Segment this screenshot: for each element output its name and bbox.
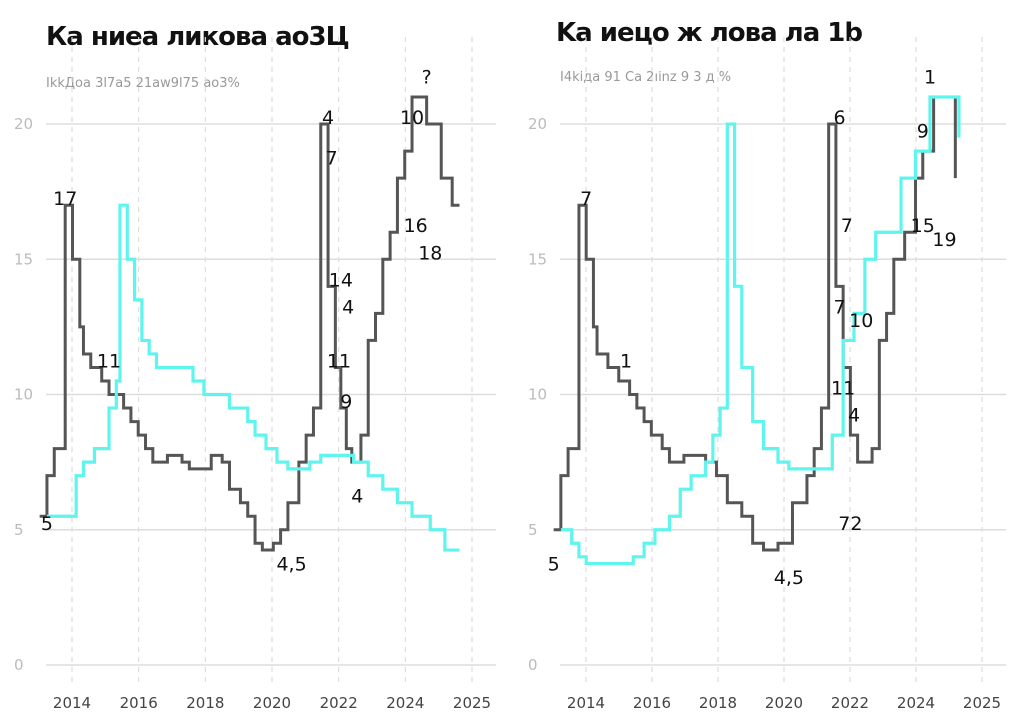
y-tick-label: 10 <box>528 386 547 404</box>
data-label: 7 <box>580 188 592 210</box>
data-label: 72 <box>838 513 862 535</box>
x-tick-label: 2016 <box>633 694 671 712</box>
data-label: 4,5 <box>276 553 306 575</box>
y-tick-label: 5 <box>528 521 538 539</box>
series-line-1 <box>560 95 961 566</box>
data-label: ? <box>422 66 432 88</box>
x-tick-label: 2016 <box>120 694 158 712</box>
x-tick-label: 2018 <box>186 694 224 712</box>
data-label: 10 <box>849 310 873 332</box>
data-label: 11 <box>831 378 855 400</box>
data-label: 10 <box>400 107 424 129</box>
x-tick-label: 2024 <box>386 694 424 712</box>
data-label: 11 <box>97 350 121 372</box>
data-label: 19 <box>932 229 956 251</box>
y-tick-label: 0 <box>528 656 538 674</box>
x-tick-label: 2020 <box>765 694 803 712</box>
chart-1-subtitle: IkkДoa 3l7a5 21aw9l75 ao3% <box>46 76 240 91</box>
series-line-0 <box>39 95 460 552</box>
data-label: 11 <box>327 350 351 372</box>
x-tick-label: 2018 <box>699 694 737 712</box>
data-label: 4,5 <box>774 567 804 589</box>
x-tick-label: 2022 <box>320 694 358 712</box>
data-label: 5 <box>41 513 53 535</box>
data-label: 9 <box>917 121 929 143</box>
series-line-0 <box>553 95 957 552</box>
data-label: 15 <box>911 215 935 237</box>
data-label: 1 <box>924 66 936 88</box>
y-tick-label: 20 <box>528 115 547 133</box>
y-tick-label: 20 <box>14 115 33 133</box>
data-label: 7 <box>326 148 338 170</box>
chart-2-title: Ka иeцo ж ловa ла 1b <box>556 18 863 48</box>
x-tick-label: 2014 <box>567 694 605 712</box>
series-line-1 <box>46 203 460 552</box>
data-label: 5 <box>548 553 560 575</box>
data-label: 4 <box>351 486 363 508</box>
data-label: 7 <box>841 215 853 237</box>
x-tick-label: 2025 <box>963 694 1001 712</box>
data-label: 4 <box>322 107 334 129</box>
data-label: 17 <box>53 188 77 210</box>
y-tick-label: 15 <box>528 250 547 268</box>
data-label: 9 <box>340 391 352 413</box>
y-tick-label: 10 <box>14 386 33 404</box>
data-label: 14 <box>329 269 353 291</box>
data-label: 18 <box>418 242 442 264</box>
x-tick-label: 2024 <box>897 694 935 712</box>
x-tick-label: 2020 <box>253 694 291 712</box>
x-tick-label: 2022 <box>831 694 869 712</box>
data-label: 4 <box>342 296 354 318</box>
x-tick-label: 2014 <box>53 694 91 712</box>
data-label: 16 <box>404 215 428 237</box>
data-label: 7 <box>833 296 845 318</box>
data-label: 1 <box>620 350 632 372</box>
y-tick-label: 15 <box>14 250 33 268</box>
data-label: 4 <box>848 405 860 427</box>
y-tick-label: 5 <box>14 521 24 539</box>
chart-2-subtitle: I4kiдa 91 Сa 2ıinz 9 3 д % <box>560 70 732 85</box>
y-tick-label: 0 <box>14 656 24 674</box>
x-tick-label: 2025 <box>453 694 491 712</box>
data-label: 6 <box>833 107 845 129</box>
chart-1-title: Кa ниеa ликовa ao3Ц <box>46 22 350 52</box>
